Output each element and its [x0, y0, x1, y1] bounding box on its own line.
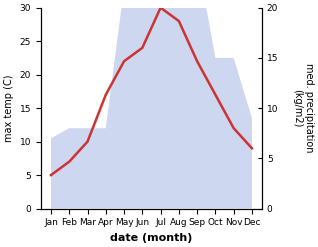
Y-axis label: med. precipitation
(kg/m2): med. precipitation (kg/m2) — [292, 63, 314, 153]
Y-axis label: max temp (C): max temp (C) — [4, 74, 14, 142]
X-axis label: date (month): date (month) — [110, 233, 193, 243]
